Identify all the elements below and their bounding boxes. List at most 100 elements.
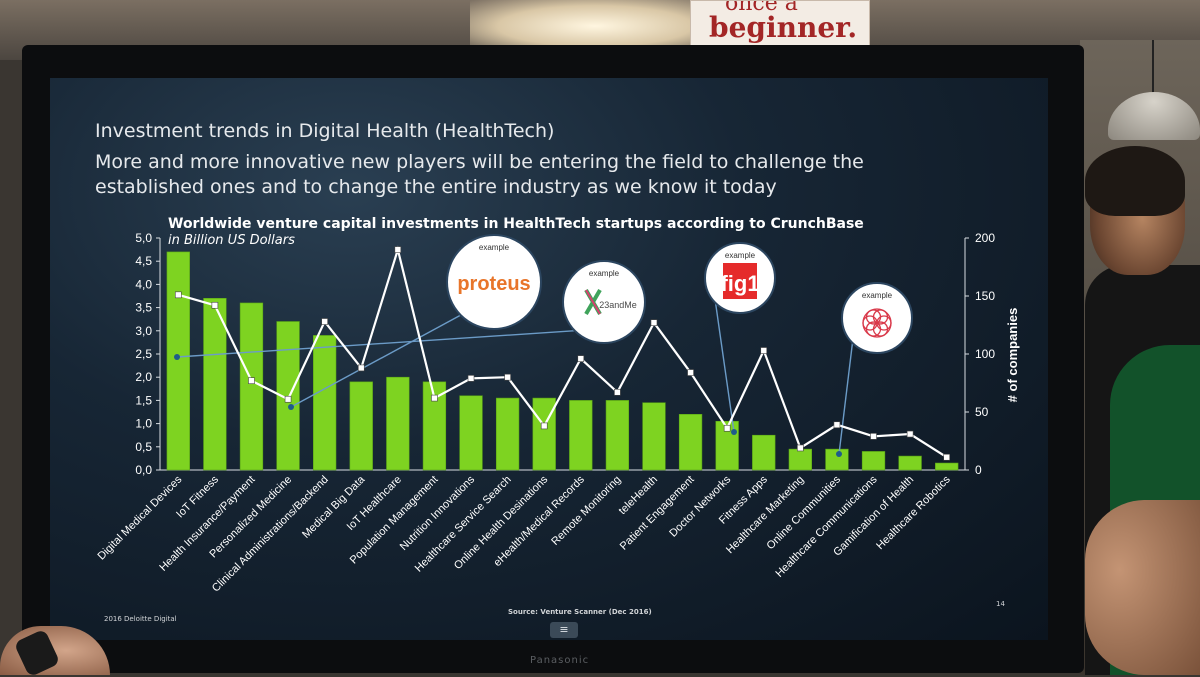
callout-example-label: example [862, 291, 893, 300]
right-tick-label: 100 [975, 347, 995, 361]
category-label: Digital Medical Devices [96, 473, 185, 562]
companies-marker [870, 433, 877, 440]
companies-marker [504, 373, 511, 381]
person-hair [1085, 146, 1185, 216]
bar [898, 455, 922, 471]
bar [935, 462, 959, 471]
bar [569, 400, 593, 471]
callout-anchor-dot [174, 354, 180, 360]
person-arm [1085, 500, 1200, 675]
figure1-logo-icon [723, 263, 757, 299]
bar [276, 321, 300, 471]
companies-marker [211, 301, 219, 309]
right-tick-label: 50 [975, 405, 989, 419]
category-label: Remote Monitoring [549, 474, 623, 548]
source-text: Source: Venture Scanner (Dec 2016) [508, 608, 652, 616]
menu-button[interactable]: ≡ [550, 622, 578, 638]
bar [788, 448, 812, 471]
page-number: 14 [996, 600, 1005, 608]
left-tick-label: 3,0 [135, 324, 152, 338]
23andme-logo-text: 23andMe [599, 300, 637, 310]
chart-title: Worldwide venture capital investments in… [168, 216, 864, 232]
bar [166, 251, 190, 471]
companies-marker [833, 421, 841, 429]
companies-marker [650, 319, 658, 326]
companies-marker [357, 364, 365, 372]
copyright-text: 2016 Deloitte Digital [104, 615, 177, 623]
companies-marker [906, 430, 914, 438]
callout-leader-line [290, 314, 462, 408]
callout-anchor-dot [288, 404, 294, 410]
lamp-cord [1152, 40, 1154, 95]
companies-marker [321, 318, 328, 325]
bar [203, 298, 227, 471]
companies-marker [614, 388, 621, 396]
bar [605, 400, 630, 471]
bar [752, 434, 776, 471]
left-tick-label: 1,0 [135, 417, 152, 431]
companies-marker [394, 246, 402, 253]
bar [532, 397, 556, 471]
left-tick-label: 0,5 [135, 440, 152, 454]
companies-marker [687, 369, 694, 376]
callout-leader-line [176, 330, 576, 358]
companies-marker [431, 394, 438, 402]
callout-bubble [446, 234, 542, 330]
wall-poster: once a beginner. [690, 0, 870, 50]
bar [459, 395, 483, 471]
companies-marker [174, 291, 182, 299]
left-tick-label: 1,5 [135, 393, 152, 407]
left-tick-label: 4,5 [135, 254, 152, 268]
bar [678, 414, 703, 471]
companies-marker [943, 453, 951, 461]
category-label: Medical Big Data [300, 473, 368, 541]
poster-line-2: beginner. [709, 11, 858, 44]
bar [422, 381, 447, 471]
companies-marker [797, 444, 804, 452]
proteus-logo-text: proteus [457, 273, 530, 295]
monitor-brand: Panasonic [530, 655, 590, 666]
figure1-logo-text: fig1 [720, 271, 759, 296]
companies-line [177, 245, 948, 459]
companies-marker [467, 375, 475, 382]
slide-heading: Investment trends in Digital Health (Hea… [95, 120, 555, 142]
bar [386, 376, 410, 471]
callout-leader-line [838, 342, 854, 455]
bar [642, 402, 666, 471]
bar [349, 381, 373, 471]
callout-example-label: example [479, 243, 510, 252]
companies-marker [540, 422, 548, 430]
left-tick-label: 2,5 [135, 347, 152, 361]
callout-bubble [562, 260, 646, 344]
left-tick-label: 4,0 [135, 277, 152, 291]
callout-example-label: example [725, 251, 756, 260]
bar [495, 397, 520, 471]
companies-marker [577, 355, 585, 362]
bar [313, 335, 337, 471]
window-light [470, 0, 720, 52]
23andme-logo-accent [585, 289, 601, 315]
slide-subheading: More and more innovative new players wil… [95, 151, 864, 198]
left-tick-label: 3,5 [135, 301, 152, 315]
left-tick-label: 0,0 [135, 463, 152, 477]
companies-marker [760, 347, 768, 354]
bar [861, 451, 886, 471]
right-tick-label: 0 [975, 463, 982, 477]
callout-anchor-dot [731, 429, 737, 435]
bar [825, 448, 849, 471]
callout-leader-line [714, 302, 735, 433]
callout-example-label: example [589, 269, 620, 278]
poster-line-1: once a [725, 0, 798, 16]
right-tick-label: 200 [975, 231, 995, 245]
flower-logo-ring [862, 308, 892, 338]
bar [239, 302, 264, 471]
chart-subtitle: in Billion US Dollars [168, 233, 295, 248]
companies-marker [723, 424, 731, 432]
left-tick-label: 5,0 [135, 231, 152, 245]
category-label: Healthcare Robotics [874, 473, 953, 552]
companies-marker [284, 395, 292, 403]
right-tick-label: 150 [975, 289, 995, 303]
callout-bubble [841, 282, 913, 354]
callout-anchor-dot [836, 451, 842, 457]
